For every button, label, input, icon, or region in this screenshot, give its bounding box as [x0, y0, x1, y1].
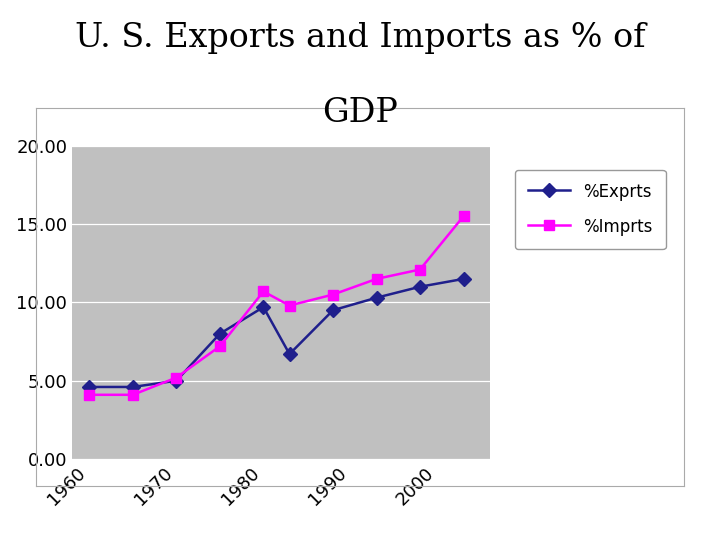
%Imprts [372, 275, 381, 282]
Line: %Imprts: %Imprts [84, 211, 469, 400]
%Exprts [129, 384, 138, 390]
Text: U. S. Exports and Imports as % of: U. S. Exports and Imports as % of [75, 22, 645, 53]
%Exprts [328, 307, 337, 313]
%Imprts [129, 392, 138, 398]
Text: GDP: GDP [322, 97, 398, 129]
%Exprts [372, 294, 381, 301]
%Exprts [172, 377, 181, 384]
%Imprts [85, 392, 94, 398]
%Exprts [415, 284, 424, 290]
%Imprts [328, 292, 337, 298]
%Exprts [459, 275, 468, 282]
%Exprts [215, 330, 224, 337]
%Imprts [259, 288, 268, 295]
%Imprts [459, 213, 468, 219]
%Exprts [285, 351, 294, 357]
%Exprts [85, 384, 94, 390]
Legend: %Exprts, %Imprts: %Exprts, %Imprts [515, 170, 666, 249]
%Imprts [285, 302, 294, 309]
%Imprts [415, 266, 424, 273]
Line: %Exprts: %Exprts [84, 274, 469, 392]
%Imprts [215, 343, 224, 349]
%Exprts [259, 304, 268, 310]
%Imprts [172, 374, 181, 381]
